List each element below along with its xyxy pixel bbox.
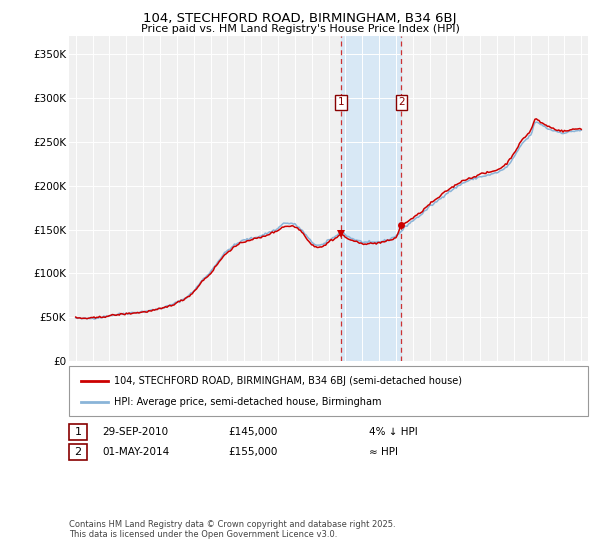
Text: 2: 2 [398,97,405,107]
Text: 104, STECHFORD ROAD, BIRMINGHAM, B34 6BJ (semi-detached house): 104, STECHFORD ROAD, BIRMINGHAM, B34 6BJ… [114,376,462,386]
Text: 01-MAY-2014: 01-MAY-2014 [102,447,169,457]
Text: £145,000: £145,000 [228,427,277,437]
Text: 1: 1 [338,97,344,107]
Text: 104, STECHFORD ROAD, BIRMINGHAM, B34 6BJ: 104, STECHFORD ROAD, BIRMINGHAM, B34 6BJ [143,12,457,25]
Text: 2: 2 [74,447,82,457]
Text: HPI: Average price, semi-detached house, Birmingham: HPI: Average price, semi-detached house,… [114,396,382,407]
Text: Price paid vs. HM Land Registry's House Price Index (HPI): Price paid vs. HM Land Registry's House … [140,24,460,34]
Text: ≈ HPI: ≈ HPI [369,447,398,457]
Bar [341,36,401,361]
Text: 4% ↓ HPI: 4% ↓ HPI [369,427,418,437]
Text: 29-SEP-2010: 29-SEP-2010 [102,427,168,437]
Text: £155,000: £155,000 [228,447,277,457]
Text: Contains HM Land Registry data © Crown copyright and database right 2025.
This d: Contains HM Land Registry data © Crown c… [69,520,395,539]
Text: 1: 1 [74,427,82,437]
